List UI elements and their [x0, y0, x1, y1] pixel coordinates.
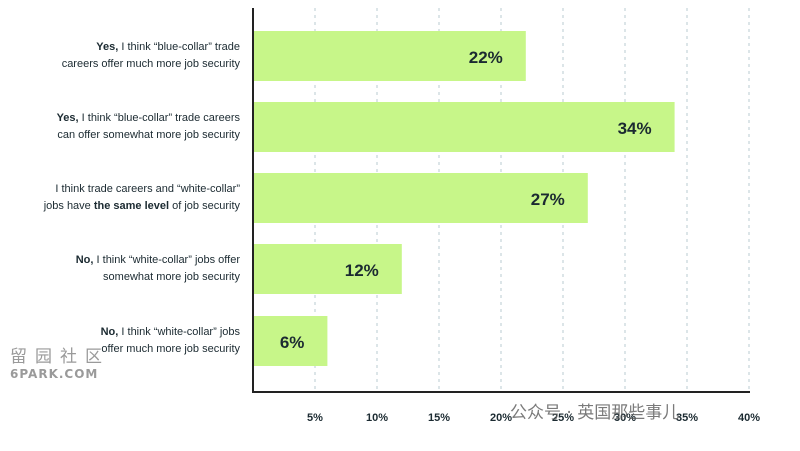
category-label-part: jobs have: [43, 200, 94, 212]
category-label-part: I think “blue-collar” trade careers: [78, 112, 240, 124]
bar-value-label-2: 34%: [618, 119, 652, 138]
bar-value-label-3: 27%: [531, 190, 565, 209]
x-tick-label-15: 15%: [428, 412, 450, 424]
category-label-bold-part: No,: [75, 254, 94, 266]
bar-1: [253, 31, 526, 81]
x-tick-label-40: 40%: [738, 412, 760, 424]
category-label-part: somewhat more job security: [103, 271, 240, 283]
category-label-part: of job security: [169, 200, 240, 212]
category-label-part: I think “blue-collar” trade: [118, 41, 240, 53]
category-label-bold-part: the same level: [93, 200, 170, 212]
category-label-part: careers offer much more job security: [61, 58, 240, 70]
bar-5: [253, 316, 328, 366]
category-label-bold-part: Yes,: [96, 41, 119, 53]
x-tick-label-5: 5%: [307, 412, 323, 424]
category-label-1: Yes, I think “blue-collar” trade careers …: [8, 39, 240, 73]
x-tick-label-10: 10%: [366, 412, 388, 424]
watermark-6park-title: 留园社区: [10, 347, 110, 367]
x-tick-label-35: 35%: [676, 412, 698, 424]
watermark-6park-url: 6PARK.COM: [10, 367, 99, 381]
bar-value-label-1: 22%: [469, 48, 503, 67]
category-label-4: No, I think “white-collar” jobs offer som…: [8, 252, 240, 286]
bar-3: [253, 173, 588, 223]
category-label-2: Yes, I think “blue-collar” trade careers…: [8, 110, 240, 144]
x-tick-label-20: 20%: [490, 412, 512, 424]
bar-value-label-4: 12%: [345, 261, 379, 280]
watermark-6park: 留园社区 6PARK.COM: [10, 342, 110, 381]
x-tick-label-25: 25%: [552, 412, 574, 424]
category-label-bold-part: Yes,: [56, 112, 79, 124]
category-label-part: I think “white-collar” jobs: [118, 326, 240, 338]
category-label-bold-part: No,: [100, 326, 119, 338]
x-tick-label-30: 30%: [614, 412, 636, 424]
category-label-3: I think trade careers and “white-collar”…: [8, 181, 240, 215]
category-label-part: offer much more job security: [101, 343, 240, 355]
watermark-wechat: 公众号 · 英国那些事儿: [510, 403, 680, 423]
category-label-5: No, I think “white-collar” jobs offer muc…: [8, 324, 240, 358]
category-label-part: I think trade careers and “white-collar”: [55, 183, 240, 195]
category-label-part: I think “white-collar” jobs offer: [93, 254, 240, 266]
category-label-part: can offer somewhat more job security: [57, 129, 240, 141]
bar-4: [253, 244, 402, 294]
bar-2: [253, 102, 675, 152]
bar-value-label-5: 6%: [280, 333, 305, 352]
